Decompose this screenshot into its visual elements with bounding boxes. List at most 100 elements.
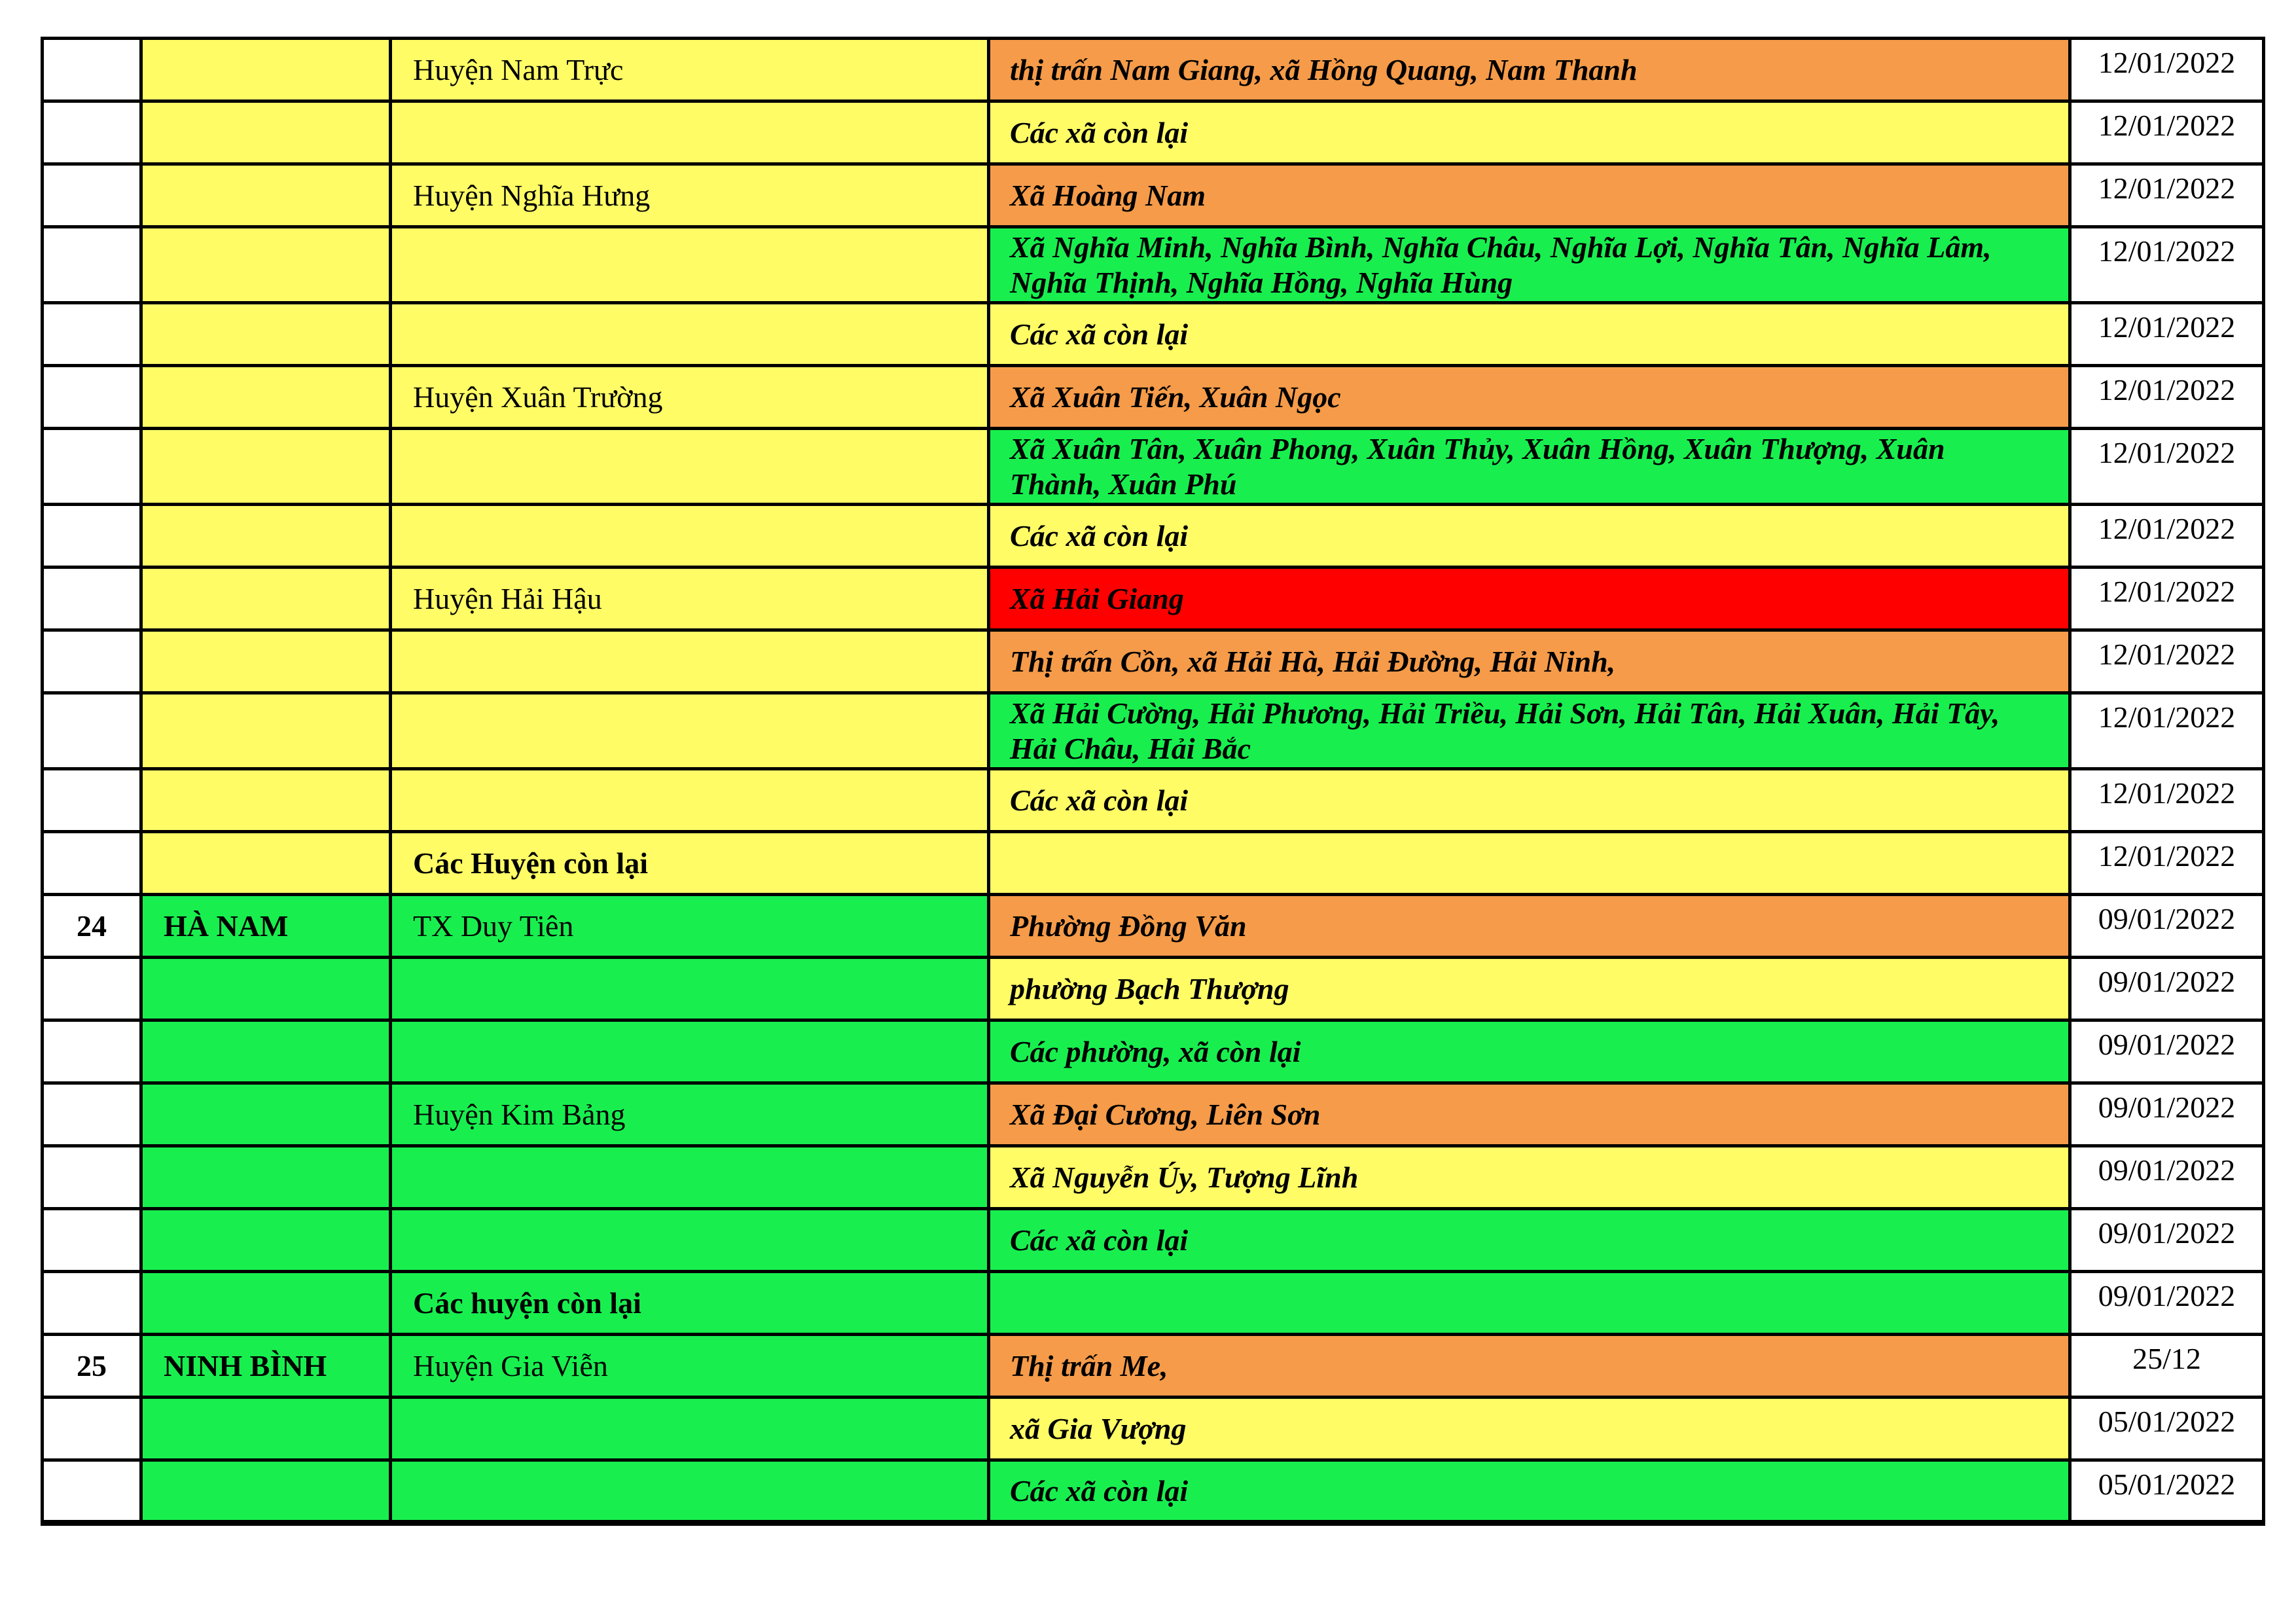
- commune-cell: Xã Hải Giang: [987, 566, 2072, 632]
- date-cell: 12/01/2022: [2068, 162, 2265, 228]
- province-cell: [139, 956, 392, 1022]
- stt-cell: [41, 566, 143, 632]
- stt-cell: [41, 1019, 143, 1085]
- commune-cell: Các xã còn lại: [987, 1458, 2072, 1525]
- commune-cell: Xã Nguyễn Úy, Tượng Lĩnh: [987, 1144, 2072, 1210]
- province-cell: [139, 225, 392, 304]
- table-row: Xã Hải Cường, Hải Phương, Hải Triều, Hải…: [41, 691, 2265, 770]
- date-cell: 12/01/2022: [2068, 364, 2265, 430]
- commune-cell: thị trấn Nam Giang, xã Hồng Quang, Nam T…: [987, 37, 2072, 103]
- table-row: Thị trấn Cồn, xã Hải Hà, Hải Đường, Hải …: [41, 628, 2265, 695]
- commune-cell: Các xã còn lại: [987, 99, 2072, 166]
- stt-cell: [41, 301, 143, 367]
- table-row: Các Huyện còn lại 12/01/2022: [41, 830, 2265, 896]
- commune-cell: Thị trấn Me,: [987, 1333, 2072, 1399]
- date-cell: 12/01/2022: [2068, 427, 2265, 506]
- date-cell: 12/01/2022: [2068, 628, 2265, 695]
- province-cell: [139, 1458, 392, 1525]
- province-cell: [139, 503, 392, 569]
- district-cell: [389, 99, 990, 166]
- stt-cell: [41, 767, 143, 833]
- stt-cell: [41, 830, 143, 896]
- district-cell: [389, 1019, 990, 1085]
- province-cell: [139, 1270, 392, 1336]
- stt-cell: [41, 225, 143, 304]
- stt-cell: 25: [41, 1333, 143, 1399]
- province-cell: HÀ NAM: [139, 893, 392, 959]
- commune-cell: Xã Xuân Tân, Xuân Phong, Xuân Thủy, Xuân…: [987, 427, 2072, 506]
- date-cell: 09/01/2022: [2068, 1207, 2265, 1273]
- province-cell: [139, 691, 392, 770]
- stt-cell: [41, 1144, 143, 1210]
- province-cell: [139, 364, 392, 430]
- commune-cell: Các phường, xã còn lại: [987, 1019, 2072, 1085]
- table-row: Xã Nghĩa Minh, Nghĩa Bình, Nghĩa Châu, N…: [41, 225, 2265, 304]
- table-row: Huyện Nam Trực thị trấn Nam Giang, xã Hồn…: [41, 37, 2265, 103]
- stt-cell: 24: [41, 893, 143, 959]
- date-cell: 09/01/2022: [2068, 956, 2265, 1022]
- district-cell: [389, 1396, 990, 1462]
- commune-cell: Xã Hải Cường, Hải Phương, Hải Triều, Hải…: [987, 691, 2072, 770]
- date-cell: 09/01/2022: [2068, 1019, 2265, 1085]
- province-cell: [139, 99, 392, 166]
- date-cell: 12/01/2022: [2068, 225, 2265, 304]
- district-cell: [389, 1144, 990, 1210]
- stt-cell: [41, 503, 143, 569]
- district-cell: Huyện Hải Hậu: [389, 566, 990, 632]
- date-cell: 12/01/2022: [2068, 830, 2265, 896]
- commune-cell: Các xã còn lại: [987, 301, 2072, 367]
- district-cell: Huyện Gia Viễn: [389, 1333, 990, 1399]
- province-cell: [139, 1144, 392, 1210]
- table-row: Xã Xuân Tân, Xuân Phong, Xuân Thủy, Xuân…: [41, 427, 2265, 506]
- district-cell: Các huyện còn lại: [389, 1270, 990, 1336]
- province-cell: [139, 767, 392, 833]
- commune-cell: Xã Nghĩa Minh, Nghĩa Bình, Nghĩa Châu, N…: [987, 225, 2072, 304]
- commune-cell: Phường Đồng Văn: [987, 893, 2072, 959]
- date-cell: 12/01/2022: [2068, 503, 2265, 569]
- province-cell: [139, 628, 392, 695]
- commune-cell: Các xã còn lại: [987, 767, 2072, 833]
- province-cell: [139, 1019, 392, 1085]
- province-cell: [139, 301, 392, 367]
- commune-cell: Các xã còn lại: [987, 503, 2072, 569]
- district-cell: [389, 691, 990, 770]
- table-row: xã Gia Vượng 05/01/2022: [41, 1396, 2265, 1462]
- commune-cell: Xã Xuân Tiến, Xuân Ngọc: [987, 364, 2072, 430]
- stt-cell: [41, 1270, 143, 1336]
- district-cell: Huyện Nam Trực: [389, 37, 990, 103]
- commune-cell: [987, 830, 2072, 896]
- province-cell: [139, 566, 392, 632]
- commune-cell: Xã Hoàng Nam: [987, 162, 2072, 228]
- date-cell: 12/01/2022: [2068, 767, 2265, 833]
- date-cell: 12/01/2022: [2068, 99, 2265, 166]
- commune-cell: [987, 1270, 2072, 1336]
- district-cell: [389, 767, 990, 833]
- table-row: Các xã còn lại 12/01/2022: [41, 503, 2265, 569]
- table-row: Các xã còn lại 12/01/2022: [41, 301, 2265, 367]
- date-cell: 05/01/2022: [2068, 1458, 2265, 1525]
- stt-cell: [41, 628, 143, 695]
- stt-cell: [41, 427, 143, 506]
- table-row: Các xã còn lại 12/01/2022: [41, 767, 2265, 833]
- district-cell: Huyện Xuân Trường: [389, 364, 990, 430]
- district-cell: [389, 628, 990, 695]
- date-cell: 05/01/2022: [2068, 1396, 2265, 1462]
- table-row: Các huyện còn lại 09/01/2022: [41, 1270, 2265, 1336]
- table-row: phường Bạch Thượng 09/01/2022: [41, 956, 2265, 1022]
- table-body: Huyện Nam Trực thị trấn Nam Giang, xã Hồn…: [41, 37, 2265, 1525]
- table-row: Các phường, xã còn lại 09/01/2022: [41, 1019, 2265, 1085]
- table-row: 24 HÀ NAM TX Duy Tiên Phường Đồng Văn 09/01/…: [41, 893, 2265, 959]
- table-row: 25 NINH BÌNH Huyện Gia Viễn Thị trấn Me, 25/…: [41, 1333, 2265, 1399]
- table-row: Huyện Kim Bảng Xã Đại Cương, Liên Sơn 09/0…: [41, 1081, 2265, 1147]
- commune-cell: Thị trấn Cồn, xã Hải Hà, Hải Đường, Hải …: [987, 628, 2072, 695]
- stt-cell: [41, 1458, 143, 1525]
- date-cell: 12/01/2022: [2068, 301, 2265, 367]
- province-cell: [139, 1081, 392, 1147]
- province-cell: [139, 37, 392, 103]
- table-row: Các xã còn lại 12/01/2022: [41, 99, 2265, 166]
- commune-cell: Các xã còn lại: [987, 1207, 2072, 1273]
- stt-cell: [41, 1081, 143, 1147]
- district-cell: [389, 1458, 990, 1525]
- table-row: Huyện Nghĩa Hưng Xã Hoàng Nam 12/01/2022: [41, 162, 2265, 228]
- stt-cell: [41, 99, 143, 166]
